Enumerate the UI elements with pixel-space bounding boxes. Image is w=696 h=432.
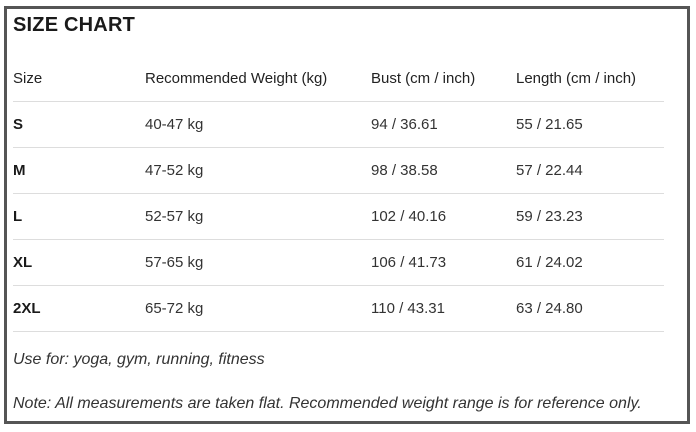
weight-cell: 65-72 kg [145,285,371,332]
weight-cell: 40-47 kg [145,101,371,148]
length-cell: 55 / 21.65 [516,101,664,148]
size-cell: L [13,193,145,240]
table-row: L 52-57 kg 102 / 40.16 59 / 23.23 [13,193,664,240]
table-row: S 40-47 kg 94 / 36.61 55 / 21.65 [13,101,664,148]
weight-cell: 47-52 kg [145,147,371,194]
page-title: SIZE CHART [13,14,135,36]
note-text: Note: All measurements are taken flat. R… [13,395,642,412]
size-cell: M [13,147,145,194]
size-chart-panel: SIZE CHART Size Recommended Weight (kg) … [4,6,690,424]
column-header-weight: Recommended Weight (kg) [145,55,371,102]
column-header-bust: Bust (cm / inch) [371,55,516,102]
bust-cell: 110 / 43.31 [371,285,516,332]
table-row: M 47-52 kg 98 / 38.58 57 / 22.44 [13,147,664,194]
table-header-row: Size Recommended Weight (kg) Bust (cm / … [13,55,664,102]
size-cell: S [13,101,145,148]
table-row: XL 57-65 kg 106 / 41.73 61 / 24.02 [13,239,664,286]
bust-cell: 98 / 38.58 [371,147,516,194]
table-row: 2XL 65-72 kg 110 / 43.31 63 / 24.80 [13,285,664,332]
usage-text: Use for: yoga, gym, running, fitness [13,351,265,368]
length-cell: 59 / 23.23 [516,193,664,240]
bust-cell: 102 / 40.16 [371,193,516,240]
length-cell: 57 / 22.44 [516,147,664,194]
size-table: Size Recommended Weight (kg) Bust (cm / … [13,55,664,332]
size-cell: 2XL [13,285,145,332]
length-cell: 63 / 24.80 [516,285,664,332]
column-header-length: Length (cm / inch) [516,55,664,102]
length-cell: 61 / 24.02 [516,239,664,286]
weight-cell: 57-65 kg [145,239,371,286]
bust-cell: 106 / 41.73 [371,239,516,286]
weight-cell: 52-57 kg [145,193,371,240]
size-cell: XL [13,239,145,286]
column-header-size: Size [13,55,145,102]
bust-cell: 94 / 36.61 [371,101,516,148]
